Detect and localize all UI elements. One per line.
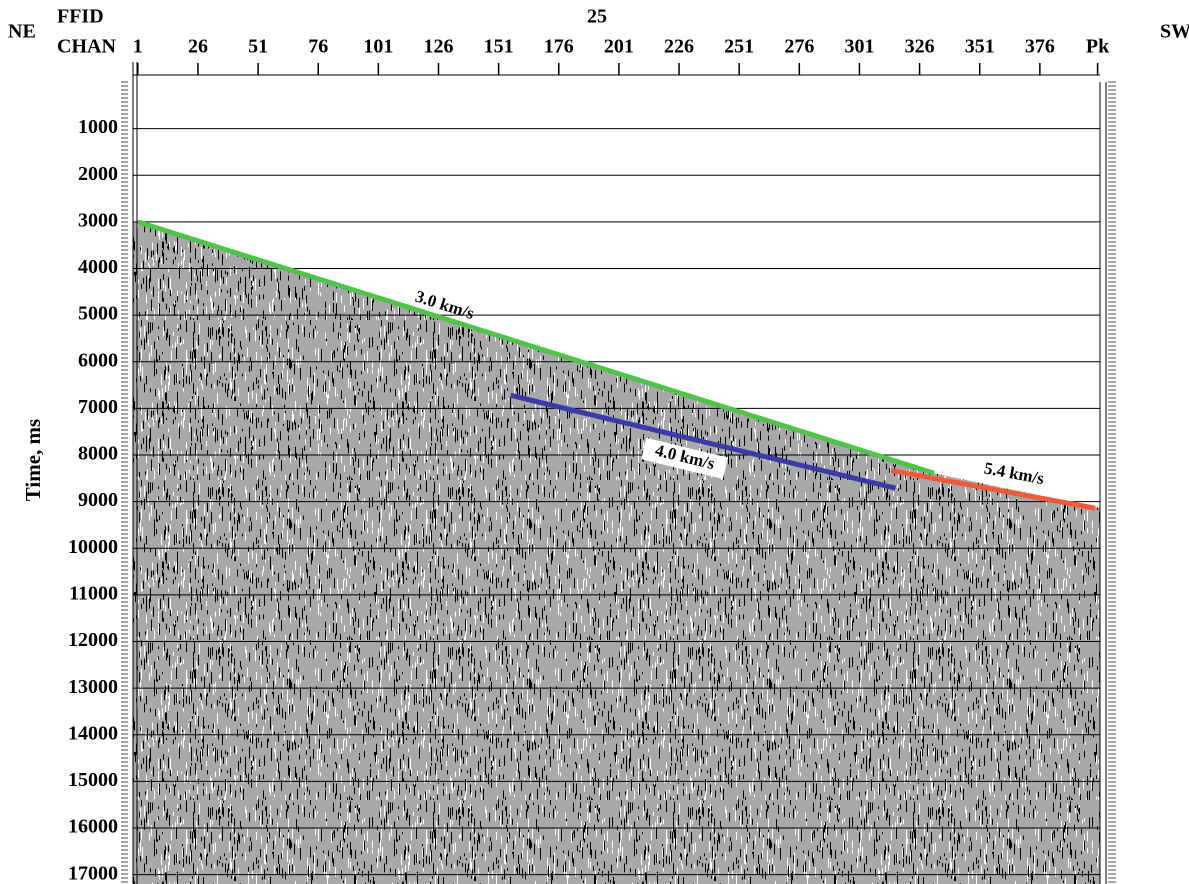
x-tick-label: 26 [188, 36, 208, 58]
y-tick-label: 5000 [78, 303, 118, 325]
y-tick-label: 7000 [78, 396, 118, 418]
x-tick-label: 201 [604, 36, 634, 58]
x-tick-label: 176 [544, 36, 574, 58]
x-tick-label: 351 [965, 36, 995, 58]
x-tick-label: 76 [308, 36, 328, 58]
y-tick-label: 13000 [68, 676, 118, 698]
y-tick-label: 2000 [78, 163, 118, 185]
y-tick-label: 3000 [78, 209, 118, 231]
y-tick-label: 11000 [69, 583, 118, 605]
y-tick-label: 8000 [78, 443, 118, 465]
velocity-label: 5.4 km/s [983, 458, 1046, 488]
x-tick-label: 276 [784, 36, 814, 58]
y-tick-label: 12000 [68, 629, 118, 651]
chan-label: CHAN [57, 36, 116, 58]
x-tick-label: 126 [423, 36, 453, 58]
chart: NE FFID CHAN 25 SW Time, ms 1000 2000 3000… [0, 0, 1189, 884]
x-tick-label: 1 [133, 36, 143, 58]
y-tick-label: 17000 [68, 862, 118, 884]
x-tick-label: 301 [844, 36, 874, 58]
y-tick-label: 16000 [68, 816, 118, 838]
y-tick-label: 9000 [78, 489, 118, 511]
x-tick-label: 326 [905, 36, 935, 58]
x-tick-label: 251 [724, 36, 754, 58]
corner-right: SW [1160, 21, 1189, 43]
x-tick-label: 151 [484, 36, 514, 58]
y-axis-title: Time, ms [21, 419, 45, 501]
corner-left: NE [8, 21, 36, 43]
x-tick-label: Pk [1086, 36, 1110, 58]
y-tick-label: 6000 [78, 349, 118, 371]
x-tick-label: 51 [248, 36, 268, 58]
x-tick-label: 226 [664, 36, 694, 58]
y-tick-label: 10000 [68, 536, 118, 558]
x-tick-label: 101 [363, 36, 393, 58]
y-tick-label: 1000 [78, 116, 118, 138]
x-tick-label: 376 [1025, 36, 1055, 58]
ffid-label: FFID [57, 6, 104, 28]
ffid-value: 25 [587, 6, 607, 28]
y-tick-label: 4000 [78, 256, 118, 278]
y-tick-label: 15000 [68, 769, 118, 791]
y-tick-label: 14000 [68, 722, 118, 744]
